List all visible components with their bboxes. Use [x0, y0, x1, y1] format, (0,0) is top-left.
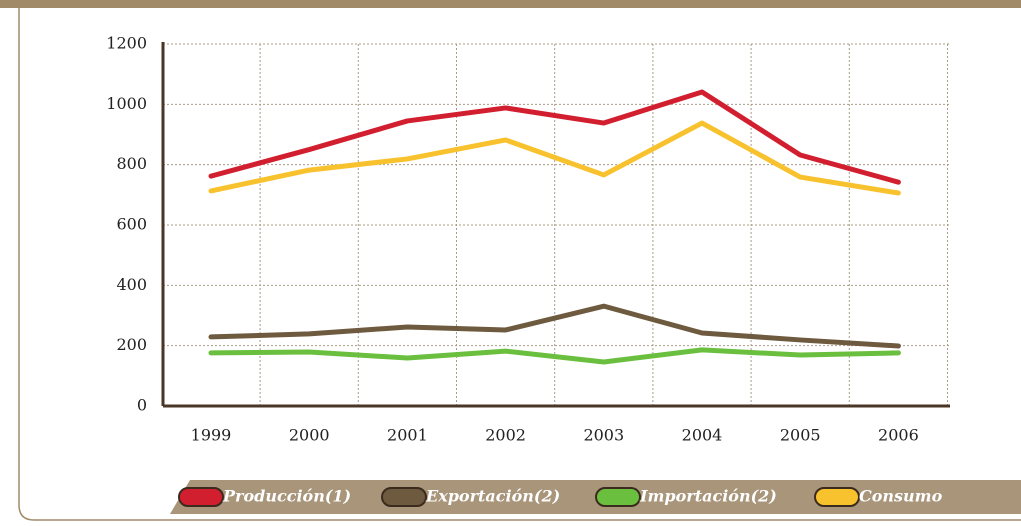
x-tick-label: 2003 — [583, 426, 624, 445]
y-tick-label: 0 — [137, 396, 147, 415]
legend-swatch — [178, 487, 224, 507]
y-tick-label: 1200 — [106, 34, 147, 53]
x-tick-label: 2000 — [289, 426, 330, 445]
y-tick-label: 400 — [116, 275, 147, 294]
series-line — [208, 120, 901, 196]
legend-label: Exportación(2) — [425, 487, 560, 506]
legend-label: Consumo — [859, 487, 943, 506]
x-tick-label: 2004 — [682, 426, 723, 445]
y-tick-label: 800 — [116, 154, 147, 173]
legend-swatch — [595, 487, 641, 507]
frame — [18, 8, 1021, 521]
series-line — [208, 347, 901, 365]
series-line — [208, 303, 901, 349]
legend-label: Producción(1) — [222, 487, 351, 506]
x-tick-label: 2006 — [878, 426, 919, 445]
y-tick-label: 200 — [116, 335, 147, 354]
x-tick-label: 2002 — [485, 426, 526, 445]
header-band — [0, 0, 1021, 8]
x-tick-label: 2001 — [387, 426, 428, 445]
y-tick-label: 600 — [116, 215, 147, 234]
y-tick-label: 1000 — [106, 94, 147, 113]
legend-swatch — [814, 487, 860, 507]
x-tick-label: 1999 — [191, 426, 232, 445]
legend-swatch — [381, 487, 427, 507]
series-line — [208, 89, 901, 185]
legend-label: Importación(2) — [639, 487, 777, 506]
x-tick-label: 2005 — [780, 426, 821, 445]
